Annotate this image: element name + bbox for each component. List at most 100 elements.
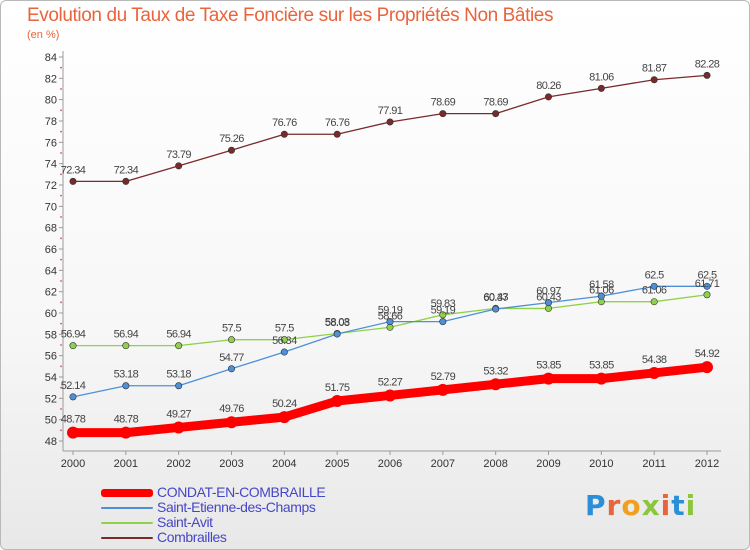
legend-swatch (101, 488, 153, 497)
logo-letter: x (641, 489, 661, 522)
x-tick-label: 2007 (431, 458, 455, 470)
data-label: 56.94 (114, 329, 139, 341)
x-tick-label: 2010 (589, 458, 613, 470)
data-point (67, 426, 79, 439)
data-label: 62.5 (697, 269, 716, 281)
y-tick-label: 74 (45, 159, 57, 171)
data-label: 54.77 (219, 352, 244, 364)
data-point (69, 177, 77, 185)
data-point (333, 330, 341, 338)
data-label: 53.18 (166, 369, 191, 381)
data-point (703, 291, 711, 299)
data-label: 52.14 (61, 380, 86, 392)
data-point (544, 304, 552, 312)
data-point (492, 305, 500, 313)
data-point (439, 110, 447, 118)
data-label: 59.83 (431, 298, 456, 310)
data-label: 80.26 (536, 80, 561, 92)
data-label: 58.03 (325, 317, 350, 329)
data-label: 60.37 (483, 292, 508, 304)
data-point (701, 361, 713, 374)
legend-swatch (101, 536, 153, 539)
data-point (331, 395, 344, 407)
data-label: 61.06 (589, 285, 614, 297)
x-tick-label: 2006 (378, 458, 402, 470)
data-point (542, 372, 555, 385)
data-point (650, 298, 658, 306)
data-point (69, 342, 77, 350)
data-label: 77.91 (378, 105, 403, 117)
y-minor-tick (60, 152, 62, 154)
series-line (72, 74, 708, 183)
data-label: 78.69 (431, 97, 456, 109)
data-label: 54.92 (695, 348, 720, 360)
x-tick-label: 2008 (483, 458, 507, 470)
y-minor-tick (60, 280, 62, 282)
legend-label: Saint-Etienne-des-Champs (157, 499, 316, 515)
data-point (280, 336, 288, 344)
x-tick-label: 2011 (642, 458, 666, 470)
data-point (122, 382, 130, 390)
data-label: 62.5 (645, 269, 664, 281)
y-minor-tick (60, 237, 62, 240)
data-point (650, 76, 658, 84)
data-point (703, 282, 711, 290)
data-label: 61.58 (589, 279, 614, 291)
y-tick-label: 80 (45, 95, 57, 107)
data-label: 78.69 (483, 97, 508, 109)
data-label: 53.32 (483, 365, 508, 377)
data-point (439, 311, 447, 319)
y-tick-label: 84 (45, 52, 57, 64)
data-label: 56.94 (166, 329, 191, 341)
y-minor-tick (60, 386, 62, 389)
y-tick-label: 52 (45, 393, 57, 405)
x-tick-label: 2002 (166, 458, 190, 470)
y-minor-tick (60, 66, 62, 69)
data-label: 51.75 (325, 382, 350, 394)
logo-letter: P (585, 489, 607, 522)
data-label: 53.85 (536, 360, 561, 372)
data-point (489, 378, 502, 391)
data-label: 57.5 (275, 323, 294, 335)
y-tick-label: 48 (45, 436, 57, 448)
data-label: 58.66 (378, 310, 403, 322)
data-point (597, 292, 605, 300)
data-point (492, 110, 500, 118)
y-minor-tick (60, 109, 62, 112)
data-point (280, 348, 288, 356)
data-label: 56.94 (61, 329, 86, 341)
data-label: 59.19 (431, 305, 456, 317)
data-label: 52.79 (431, 371, 456, 383)
y-tick-label: 72 (45, 180, 57, 192)
data-label: 60.43 (536, 291, 561, 303)
data-label: 61.06 (642, 285, 667, 297)
data-label: 58.08 (325, 316, 350, 328)
data-point (703, 71, 711, 79)
y-minor-tick (60, 216, 62, 218)
data-point (172, 421, 185, 434)
data-label: 60.97 (536, 286, 561, 298)
data-label: 73.79 (166, 149, 191, 161)
data-point (386, 318, 394, 326)
data-label: 82.28 (695, 58, 720, 70)
legend-label: Saint-Avit (157, 514, 213, 530)
y-tick-label: 54 (45, 372, 57, 384)
data-label: 59.19 (378, 305, 403, 317)
data-point (228, 146, 236, 154)
data-point (278, 411, 291, 424)
data-point (175, 162, 183, 170)
y-minor-tick (60, 173, 62, 176)
data-point (544, 93, 552, 101)
data-point (386, 118, 394, 126)
legend-label: Combrailles (157, 529, 227, 545)
y-tick-label: 76 (45, 137, 57, 149)
y-tick-label: 60 (45, 308, 57, 320)
data-label: 48.78 (114, 414, 139, 426)
data-point (228, 365, 236, 373)
data-label: 49.76 (219, 403, 244, 415)
y-minor-tick (60, 344, 62, 346)
y-tick-label: 56 (45, 351, 57, 363)
logo-letter: i (660, 489, 672, 522)
y-minor-tick (60, 88, 62, 90)
